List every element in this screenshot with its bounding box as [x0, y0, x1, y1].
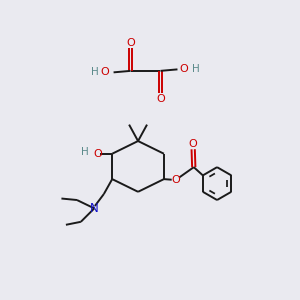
Text: O: O — [126, 38, 135, 48]
Text: H: H — [191, 64, 199, 74]
Text: O: O — [156, 94, 165, 103]
Text: O: O — [171, 175, 180, 185]
Text: O: O — [101, 68, 110, 77]
Text: O: O — [93, 149, 102, 159]
Text: O: O — [189, 139, 198, 149]
Text: H: H — [81, 147, 89, 157]
Text: H: H — [91, 67, 99, 77]
Text: N: N — [90, 202, 99, 215]
Text: O: O — [179, 64, 188, 74]
